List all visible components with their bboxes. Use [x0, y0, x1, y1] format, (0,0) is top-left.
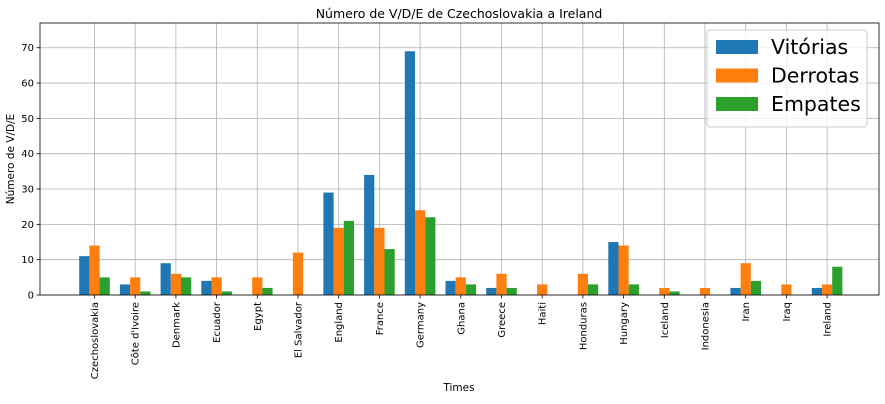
bar-empates [465, 284, 477, 295]
bar-derrotas [455, 277, 466, 295]
ticks-layer: 0 10 20 30 40 50 60 70 Czechoslovakia Côte d'Ivoi… [21, 43, 833, 379]
bar-empates [832, 266, 843, 295]
bar-derrotas [618, 245, 629, 295]
bar-vitorias [730, 287, 741, 295]
bar-derrotas [130, 277, 141, 295]
bar-derrotas [211, 277, 222, 295]
x-tick-label: England [334, 302, 345, 343]
x-tick-label: Ireland [823, 302, 834, 337]
legend-swatch [716, 40, 758, 54]
bar-vitorias [811, 287, 822, 295]
x-tick-label: Egypt [253, 302, 264, 331]
bar-vitorias [79, 256, 90, 295]
x-tick-label: El Salvador [294, 301, 305, 358]
y-tick-label: 50 [21, 114, 34, 125]
x-tick-label: Ghana [456, 302, 467, 335]
x-tick-label: Iran [741, 302, 752, 322]
x-tick-label: Czechoslovakia [90, 302, 101, 379]
y-axis-label: Número de V/D/E [5, 114, 17, 205]
bar-derrotas [292, 252, 304, 295]
bar-derrotas [89, 245, 100, 295]
bar-derrotas [170, 273, 181, 295]
bar-empates [262, 287, 273, 295]
bar-derrotas [822, 284, 833, 295]
grid-layer [40, 23, 879, 296]
bar-derrotas [781, 284, 792, 295]
y-tick-label: 30 [21, 185, 34, 196]
legend-swatch [716, 68, 758, 83]
x-axis-label: Times [442, 382, 474, 394]
y-tick-label: 70 [21, 43, 34, 54]
legend-label: Vitórias [771, 35, 848, 59]
bar-derrotas [577, 273, 588, 295]
x-tick-label: Iraq [782, 302, 793, 322]
bar-derrotas [252, 277, 263, 295]
y-tick-label: 0 [28, 291, 34, 302]
bar-derrotas [537, 284, 548, 295]
legend: Vitórias Derrotas Empates [706, 29, 868, 128]
plot-frame [39, 22, 880, 296]
bar-vitorias [201, 280, 212, 295]
bar-vitorias [323, 192, 334, 295]
bar-empates [506, 287, 517, 295]
bar-empates [140, 291, 151, 295]
bar-empates [343, 220, 354, 295]
y-tick-label: 40 [21, 149, 34, 160]
x-tick-label: Ecuador [212, 301, 223, 343]
bar-derrotas [496, 273, 507, 295]
x-tick-label: Denmark [171, 302, 182, 348]
bar-vitorias [160, 263, 171, 295]
x-tick-label: Iceland [660, 302, 671, 338]
bar-empates [99, 277, 110, 295]
bar-empates [588, 284, 599, 295]
x-tick-label: Greece [497, 302, 508, 338]
x-tick-label: Côte d'Ivoire [130, 302, 142, 365]
bar-empates [425, 217, 436, 295]
bar-derrotas [740, 263, 751, 295]
bar-derrotas [333, 227, 344, 295]
bar-vitorias [404, 51, 415, 296]
y-tick-label: 10 [21, 255, 34, 266]
x-tick-label: Indonesia [701, 302, 712, 350]
bar-derrotas [699, 287, 711, 295]
x-tick-label: France [375, 302, 386, 335]
bar-derrotas [374, 227, 385, 295]
bar-empates [384, 249, 395, 295]
bar-empates [181, 277, 192, 295]
x-tick-label: Honduras [578, 302, 589, 350]
chart-title: Número de V/D/E de Czechoslovakia a Irel… [316, 6, 603, 21]
bar-vitorias [119, 284, 131, 295]
x-tick-label: Haiti [538, 302, 549, 325]
y-tick-label: 60 [21, 79, 34, 90]
bar-vitorias [608, 242, 619, 295]
bars-layer [79, 51, 843, 296]
bar-vitorias [486, 287, 497, 295]
x-tick-label: Germany [416, 302, 427, 348]
bar-derrotas [659, 287, 670, 295]
bar-empates [669, 291, 680, 295]
bar-vitorias [445, 280, 456, 295]
x-tick-label: Hungary [619, 302, 630, 345]
bar-empates [628, 284, 639, 295]
y-tick-label: 20 [21, 220, 34, 231]
bar-vitorias [364, 174, 375, 295]
bar-derrotas [415, 210, 426, 295]
legend-swatch [716, 97, 758, 111]
legend-label: Derrotas [771, 64, 859, 88]
bar-empates [221, 291, 232, 295]
bar-empates [750, 280, 761, 295]
legend-label: Empates [771, 92, 861, 116]
